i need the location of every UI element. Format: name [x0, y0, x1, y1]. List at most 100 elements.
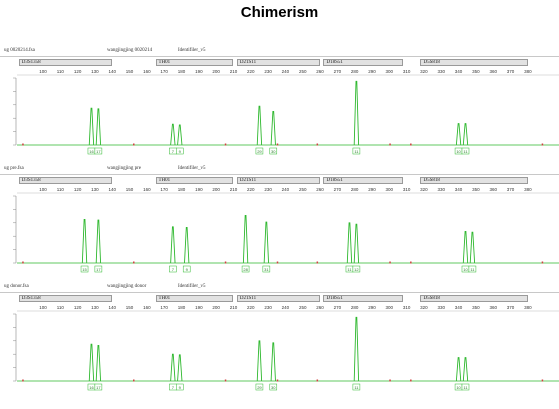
- marker-bar[interactable]: D18S51: [323, 177, 404, 184]
- allele-peak[interactable]: [256, 340, 263, 382]
- allele-label-box[interactable]: [461, 147, 470, 155]
- panel-name: Identifiler_v5: [178, 166, 206, 171]
- marker-bar[interactable]: TH01: [155, 59, 234, 66]
- header-divider: [0, 56, 559, 57]
- allele-label-box[interactable]: [352, 383, 361, 391]
- allele-peak[interactable]: [88, 343, 95, 382]
- allele-peak[interactable]: [469, 231, 476, 264]
- allele-label-box[interactable]: [94, 147, 103, 155]
- allele-peak[interactable]: [256, 105, 263, 146]
- baseline-marker-dot: [22, 143, 24, 146]
- allele-label-box[interactable]: [461, 383, 470, 391]
- allele-label-box[interactable]: [94, 383, 103, 391]
- allele-label-box[interactable]: [255, 147, 264, 155]
- allele-label-box[interactable]: [269, 147, 278, 155]
- allele-label-box[interactable]: [468, 265, 477, 273]
- allele-label-box[interactable]: [176, 383, 184, 391]
- x-tick-label: 290: [368, 69, 376, 74]
- x-tick-label: 370: [507, 305, 515, 310]
- allele-peak[interactable]: [270, 111, 276, 146]
- allele-label-box[interactable]: [169, 265, 177, 273]
- baseline-marker-dot: [410, 143, 412, 146]
- marker-bar[interactable]: D3S1358: [18, 177, 113, 184]
- x-tick-label: 330: [437, 69, 445, 74]
- baseline-marker-dot: [224, 261, 227, 264]
- sample-file-name: ug donor.fsa: [4, 284, 29, 289]
- allele-peak[interactable]: [170, 123, 176, 146]
- baseline-marker-dot: [133, 261, 135, 264]
- sample-user: wangjingjing donor: [107, 284, 147, 289]
- marker-bar[interactable]: D21S11: [236, 59, 321, 66]
- allele-peak[interactable]: [177, 354, 183, 382]
- allele-label-box[interactable]: [94, 265, 103, 273]
- x-tick-label: 110: [57, 187, 65, 192]
- marker-bar[interactable]: D18S51: [323, 295, 404, 302]
- allele-peak[interactable]: [81, 219, 88, 264]
- allele-peak[interactable]: [455, 357, 462, 382]
- page-title: Chimerism: [240, 4, 319, 21]
- x-tick-label: 310: [403, 305, 411, 310]
- allele-peak[interactable]: [95, 219, 102, 264]
- allele-label: 7: [172, 385, 175, 390]
- marker-bar[interactable]: D3S1358: [18, 59, 113, 66]
- allele-label: 17: [96, 267, 101, 272]
- marker-bar[interactable]: TH01: [155, 177, 234, 184]
- x-tick-label: 240: [282, 305, 290, 310]
- allele-label-box[interactable]: [352, 265, 361, 273]
- allele-label-box[interactable]: [80, 265, 89, 273]
- allele-peak[interactable]: [170, 353, 176, 382]
- allele-label-box[interactable]: [241, 265, 250, 273]
- x-tick-label: 350: [472, 187, 480, 192]
- marker-bar[interactable]: D3S1358: [18, 295, 113, 302]
- allele-peak[interactable]: [170, 226, 176, 264]
- x-tick-label: 250: [299, 187, 307, 192]
- allele-peak[interactable]: [95, 108, 102, 146]
- allele-peak[interactable]: [353, 316, 360, 382]
- allele-peak[interactable]: [353, 223, 360, 264]
- marker-bar[interactable]: D5S818: [420, 59, 528, 66]
- allele-peak[interactable]: [353, 80, 360, 146]
- allele-label: 9: [179, 385, 182, 390]
- x-tick-label: 250: [299, 305, 307, 310]
- allele-label-box[interactable]: [262, 265, 271, 273]
- baseline-marker-dot: [541, 143, 544, 146]
- x-tick-label: 170: [160, 187, 168, 192]
- allele-peak[interactable]: [270, 342, 276, 382]
- allele-peak[interactable]: [88, 107, 95, 146]
- allele-peak[interactable]: [346, 222, 353, 264]
- allele-label: 9: [186, 267, 189, 272]
- allele-peak[interactable]: [462, 123, 469, 146]
- x-tick-label: 220: [247, 187, 255, 192]
- allele-label-box[interactable]: [352, 147, 361, 155]
- baseline-marker-dot: [389, 143, 391, 146]
- allele-label: 10: [456, 385, 461, 390]
- allele-peak[interactable]: [242, 214, 249, 264]
- marker-bar[interactable]: D5S818: [420, 295, 528, 302]
- allele-peak[interactable]: [455, 123, 462, 146]
- allele-label: 16: [89, 385, 94, 390]
- allele-label-box[interactable]: [182, 265, 191, 273]
- marker-bar[interactable]: TH01: [155, 295, 234, 302]
- allele-peak[interactable]: [462, 357, 469, 382]
- marker-bar[interactable]: D21S11: [236, 295, 321, 302]
- allele-label-box[interactable]: [269, 383, 278, 391]
- allele-peak[interactable]: [177, 124, 183, 146]
- x-tick-label: 240: [282, 187, 290, 192]
- x-tick-label: 100: [39, 187, 47, 192]
- allele-label: 29: [257, 385, 262, 390]
- sample-user: wangjingjing 0020214: [107, 48, 153, 53]
- marker-bar[interactable]: D21S11: [236, 177, 321, 184]
- allele-peak[interactable]: [184, 227, 190, 264]
- allele-peak[interactable]: [462, 231, 469, 264]
- allele-label: 11: [347, 267, 352, 272]
- sample-header: ug donor.fsa wangjingjing donor Identifile…: [0, 283, 559, 292]
- x-tick-label: 300: [386, 187, 394, 192]
- allele-peak[interactable]: [95, 345, 102, 382]
- x-tick-label: 290: [368, 305, 376, 310]
- panel-name: Identifiler_v5: [178, 48, 206, 53]
- marker-bar[interactable]: D5S818: [420, 177, 528, 184]
- allele-peak[interactable]: [263, 221, 270, 264]
- allele-label-box[interactable]: [176, 147, 184, 155]
- marker-bar[interactable]: D18S51: [323, 59, 404, 66]
- allele-label-box[interactable]: [255, 383, 264, 391]
